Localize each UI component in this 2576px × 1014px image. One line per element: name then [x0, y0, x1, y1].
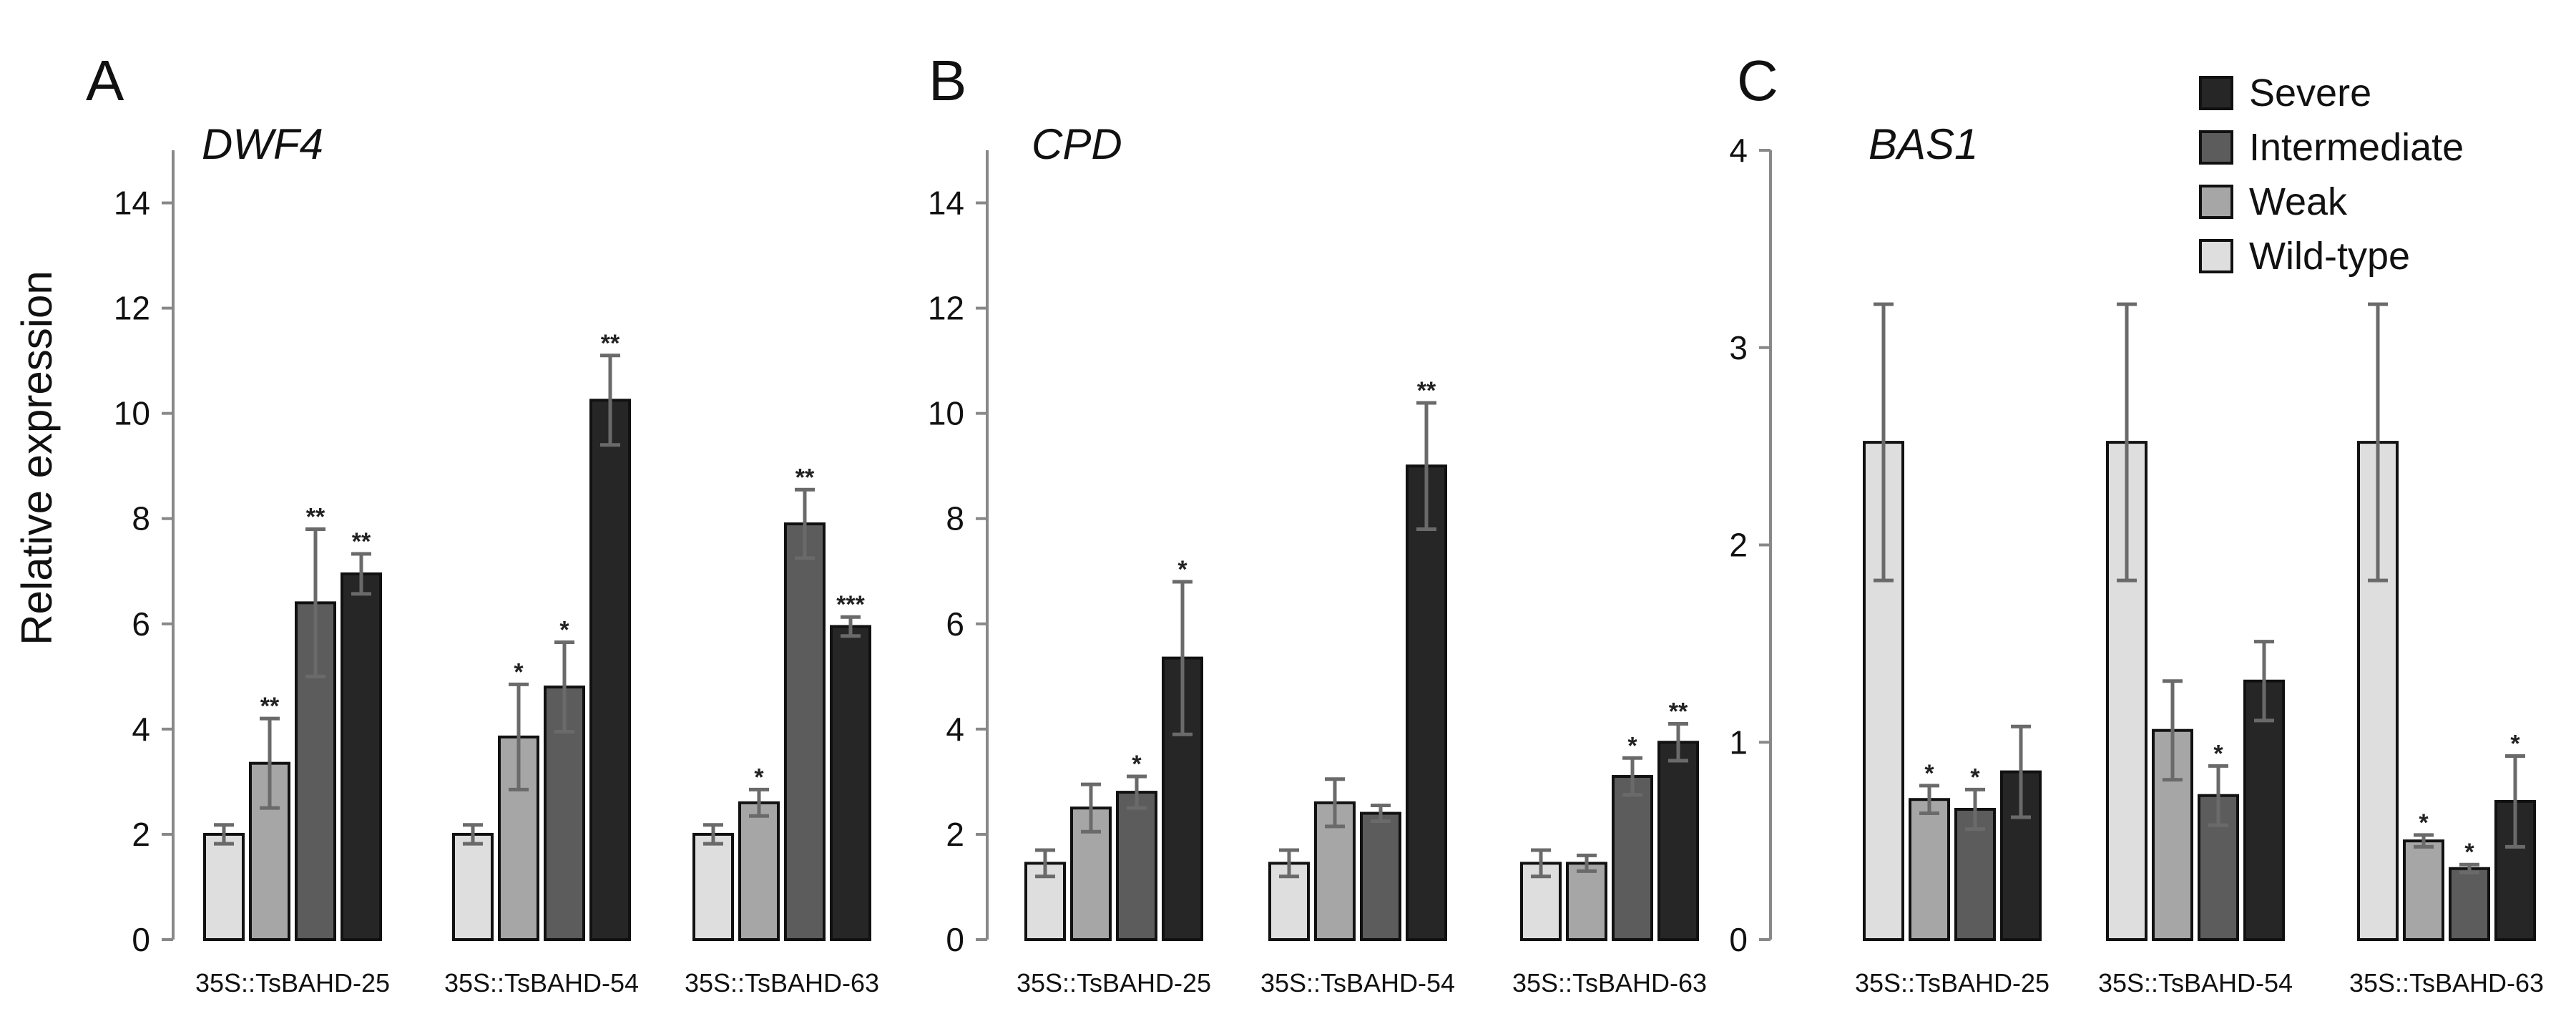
significance-mark: *: [1177, 556, 1187, 583]
category-label: 35S::TsBAHD-54: [2098, 968, 2293, 998]
significance-mark: **: [260, 693, 280, 720]
y-tick-label: 0: [946, 921, 964, 958]
significance-mark: **: [601, 330, 620, 357]
category-label: 35S::TsBAHD-63: [1512, 968, 1707, 998]
y-tick-label: 4: [946, 711, 964, 748]
gene-title: DWF4: [202, 120, 323, 168]
bar-severe: [830, 625, 871, 942]
bar-severe: [1406, 464, 1447, 941]
category-label: 35S::TsBAHD-54: [444, 968, 639, 998]
y-tick-label: 14: [928, 185, 964, 222]
significance-mark: *: [2510, 731, 2520, 758]
category-label: 35S::TsBAHD-54: [1260, 968, 1455, 998]
y-tick-label: 0: [132, 921, 150, 958]
significance-mark: *: [514, 658, 524, 686]
bar-wild-type: [692, 832, 734, 942]
bar-intermediate: [1116, 791, 1157, 942]
significance-mark: **: [1417, 377, 1436, 404]
significance-mark: *: [1132, 751, 1142, 778]
significance-mark: *: [1970, 764, 1980, 791]
y-tick-label: 0: [1729, 921, 1748, 958]
legend-label: Wild-type: [2249, 235, 2410, 278]
category-label: 35S::TsBAHD-63: [2349, 968, 2544, 998]
panel-b: BCPD02468101214**35S::TsBAHD-25**35S::Ts…: [928, 49, 1707, 998]
y-tick-label: 4: [1729, 132, 1748, 169]
bar-weak: [1909, 798, 1950, 942]
y-tick-label: 12: [114, 290, 150, 327]
legend-label: Severe: [2249, 72, 2371, 114]
legend-swatch: [2199, 239, 2233, 273]
significance-mark: *: [559, 617, 569, 644]
y-tick-label: 10: [928, 395, 964, 432]
y-tick-label: 6: [132, 605, 150, 643]
bar-intermediate: [784, 522, 826, 941]
bar-severe: [589, 399, 631, 941]
y-tick-label: 4: [132, 711, 150, 748]
bar-severe: [1657, 741, 1699, 941]
y-tick-label: 8: [946, 500, 964, 537]
gene-title: CPD: [1032, 120, 1122, 168]
significance-mark: *: [754, 764, 764, 791]
y-tick-label: 1: [1729, 723, 1748, 761]
panel-letter: A: [86, 49, 124, 112]
bar-wild-type: [452, 832, 494, 942]
bar-weak: [738, 801, 780, 942]
panel-letter: B: [929, 49, 966, 112]
legend-swatch: [2199, 130, 2233, 165]
significance-mark: **: [795, 464, 815, 491]
legend-swatch: [2199, 185, 2233, 219]
y-tick-label: 8: [132, 500, 150, 537]
y-tick-label: 3: [1729, 329, 1748, 366]
bar-weak: [1566, 862, 1607, 942]
bar-severe: [341, 572, 382, 942]
y-tick-label: 2: [132, 816, 150, 853]
significance-mark: *: [1924, 760, 1934, 787]
significance-mark: **: [1669, 698, 1688, 726]
category-label: 35S::TsBAHD-25: [195, 968, 390, 998]
category-label: 35S::TsBAHD-25: [1017, 968, 1211, 998]
bar-intermediate: [2449, 867, 2490, 941]
y-tick-label: 2: [946, 816, 964, 853]
panel-a: ADWF402468101214******35S::TsBAHD-25****…: [86, 49, 879, 998]
significance-mark: *: [2464, 839, 2474, 866]
bar-intermediate: [1954, 808, 1996, 941]
legend-swatch: [2199, 76, 2233, 110]
legend-label: Intermediate: [2249, 126, 2464, 169]
y-tick-label: 14: [114, 185, 150, 222]
y-tick-label: 6: [946, 605, 964, 643]
category-label: 35S::TsBAHD-63: [685, 968, 879, 998]
bar-intermediate: [1612, 775, 1653, 941]
legend-label: Weak: [2249, 180, 2348, 223]
category-label: 35S::TsBAHD-25: [1855, 968, 2049, 998]
significance-mark: *: [1627, 732, 1637, 759]
significance-mark: *: [2419, 809, 2429, 837]
bar-weak: [2403, 839, 2444, 941]
significance-mark: ***: [836, 591, 865, 618]
y-tick-label: 12: [928, 290, 964, 327]
y-tick-label: 2: [1729, 527, 1748, 564]
bar-wild-type: [203, 832, 245, 942]
significance-mark: **: [352, 528, 371, 555]
legend: Severe Intermediate Weak Wild-type: [2199, 72, 2464, 278]
y-tick-label: 10: [114, 395, 150, 432]
significance-mark: **: [306, 503, 325, 530]
significance-mark: *: [2213, 740, 2223, 767]
panel-letter: C: [1737, 49, 1778, 112]
gene-title: BAS1: [1869, 120, 1978, 168]
bar-intermediate: [1360, 811, 1401, 942]
y-axis-label: Relative expression: [13, 270, 61, 645]
